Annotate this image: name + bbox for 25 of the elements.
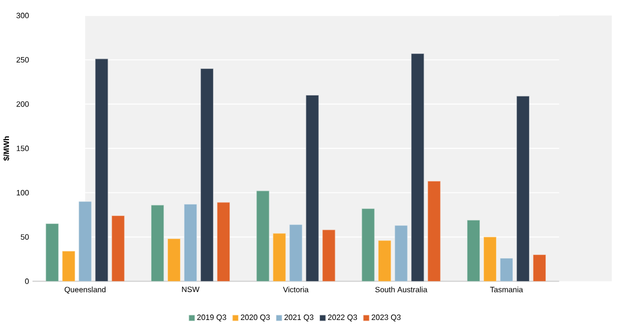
bar <box>200 68 214 282</box>
bar <box>428 181 441 282</box>
bar <box>112 216 125 282</box>
bar <box>378 240 392 282</box>
bar <box>500 258 513 282</box>
bar <box>289 224 302 282</box>
bar <box>95 58 108 282</box>
bar <box>46 224 59 282</box>
bar <box>184 204 197 282</box>
bar <box>532 254 546 282</box>
bar <box>256 190 270 282</box>
bar <box>151 205 164 282</box>
bar <box>483 236 496 282</box>
bar <box>168 238 180 282</box>
bar <box>272 233 286 282</box>
bar <box>516 96 530 282</box>
bar <box>216 202 230 282</box>
bar <box>306 95 319 282</box>
bar <box>394 225 408 282</box>
bar <box>411 54 424 282</box>
bar <box>322 230 336 282</box>
bar <box>62 251 76 282</box>
bar <box>467 220 480 282</box>
bar <box>78 202 92 282</box>
bar <box>362 208 375 282</box>
